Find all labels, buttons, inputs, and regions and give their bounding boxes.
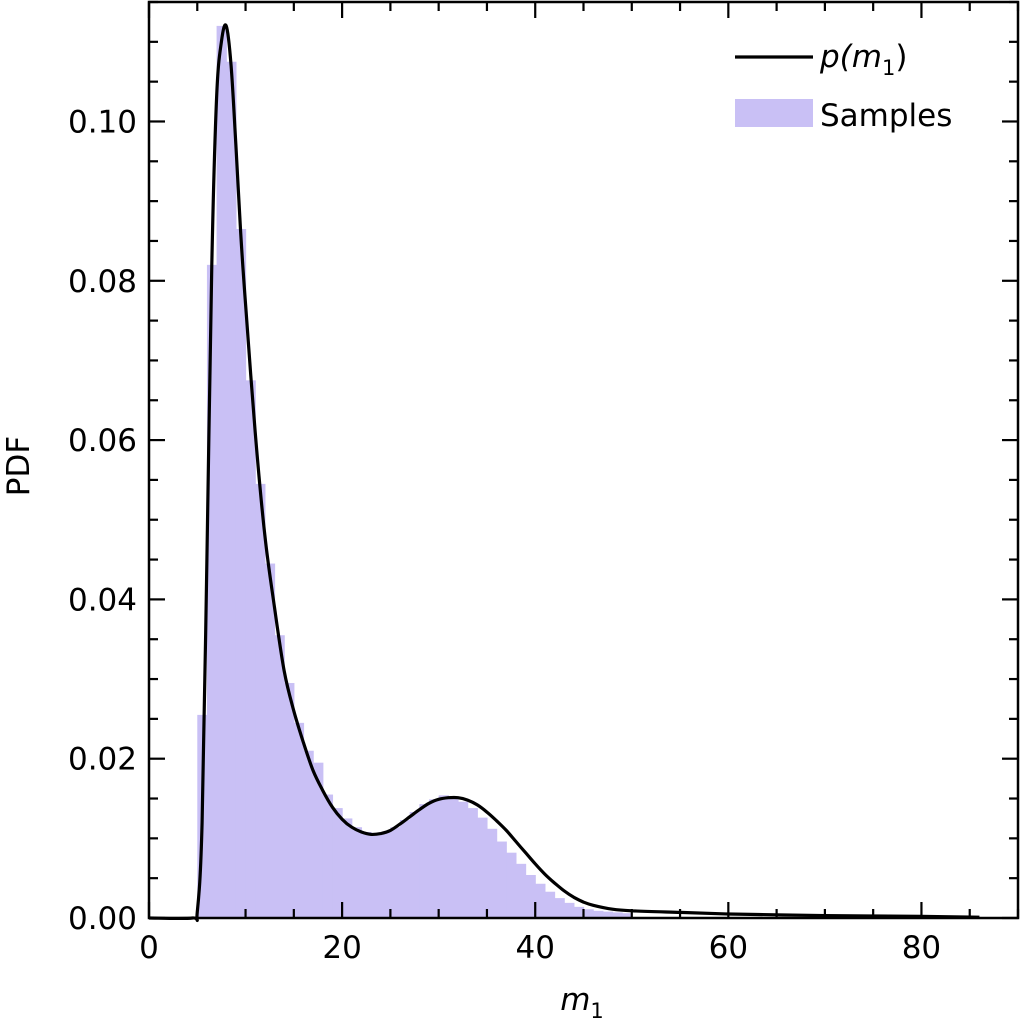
histogram-bar: [322, 794, 334, 918]
histogram-bar: [544, 891, 556, 918]
histogram-bar: [554, 898, 565, 918]
histogram-bar: [303, 750, 314, 918]
histogram-bar: [409, 812, 420, 918]
pdf-line: [148, 23, 980, 922]
histogram-bar: [371, 835, 382, 918]
histogram-bar: [380, 831, 391, 918]
histogram-bar: [255, 483, 266, 918]
histogram-bar: [264, 563, 276, 918]
y-tick-label: 0.08: [68, 264, 137, 300]
histogram-bar: [573, 906, 585, 918]
histogram-bar: [525, 874, 536, 918]
axis-ticks: 0 20 40 60 80 0.00 0.02 0.04 0.06 0.08 0.10: [68, 0, 1020, 966]
histogram-bar: [342, 818, 353, 918]
histogram-bar: [515, 863, 527, 918]
histogram-bar: [390, 827, 401, 918]
x-tick-label: 40: [515, 930, 554, 966]
legend-hist-swatch: [735, 99, 813, 127]
histogram-bar: [467, 808, 478, 918]
x-tick-label: 80: [902, 930, 941, 966]
legend-hist-label: Samples: [820, 98, 952, 134]
histogram-bar: [245, 380, 256, 918]
histogram-bar: [274, 635, 285, 918]
histogram-bar: [361, 831, 372, 918]
histogram-bar: [564, 902, 575, 918]
histogram-bar: [612, 912, 623, 918]
histogram-bar: [602, 911, 614, 918]
histogram-bar: [486, 828, 498, 918]
histogram-bar: [351, 827, 363, 918]
histogram-bar: [235, 229, 247, 919]
x-tick-label: 0: [139, 930, 159, 966]
histogram-bar: [535, 883, 546, 918]
y-tick-label: 0.06: [68, 423, 137, 459]
x-tick-label: 60: [709, 930, 748, 966]
histogram-bar: [496, 841, 507, 918]
histogram-bar: [429, 799, 440, 918]
histogram-bar: [332, 808, 343, 918]
histogram-bar: [448, 796, 459, 918]
histogram-bar: [583, 909, 594, 918]
histogram-bar: [622, 913, 633, 918]
histogram-bar: [593, 910, 604, 918]
histogram-bar: [206, 264, 218, 918]
histogram-bar: [457, 801, 469, 918]
histogram-bar: [284, 683, 295, 918]
y-tick-label: 0.00: [68, 901, 137, 937]
x-tick-label: 20: [322, 930, 361, 966]
histogram-bar: [216, 25, 227, 919]
histogram-bar: [506, 852, 517, 918]
x-axis-label: m1: [560, 982, 604, 1018]
histogram-bar: [477, 817, 488, 918]
histogram-bar: [438, 795, 449, 918]
histogram-bar: [226, 61, 237, 918]
y-tick-label: 0.10: [68, 104, 137, 140]
legend: p(m1) Samples: [735, 39, 952, 134]
legend-line-label: p(m1): [819, 39, 907, 80]
histogram-bar: [293, 722, 305, 918]
histogram-bars: [197, 25, 633, 919]
histogram-bar: [313, 762, 324, 918]
histogram-bar: [400, 820, 411, 918]
histogram-bar: [419, 804, 430, 918]
y-axis-label: PDF: [1, 436, 37, 496]
y-tick-label: 0.02: [68, 742, 137, 778]
y-tick-label: 0.04: [68, 582, 137, 618]
